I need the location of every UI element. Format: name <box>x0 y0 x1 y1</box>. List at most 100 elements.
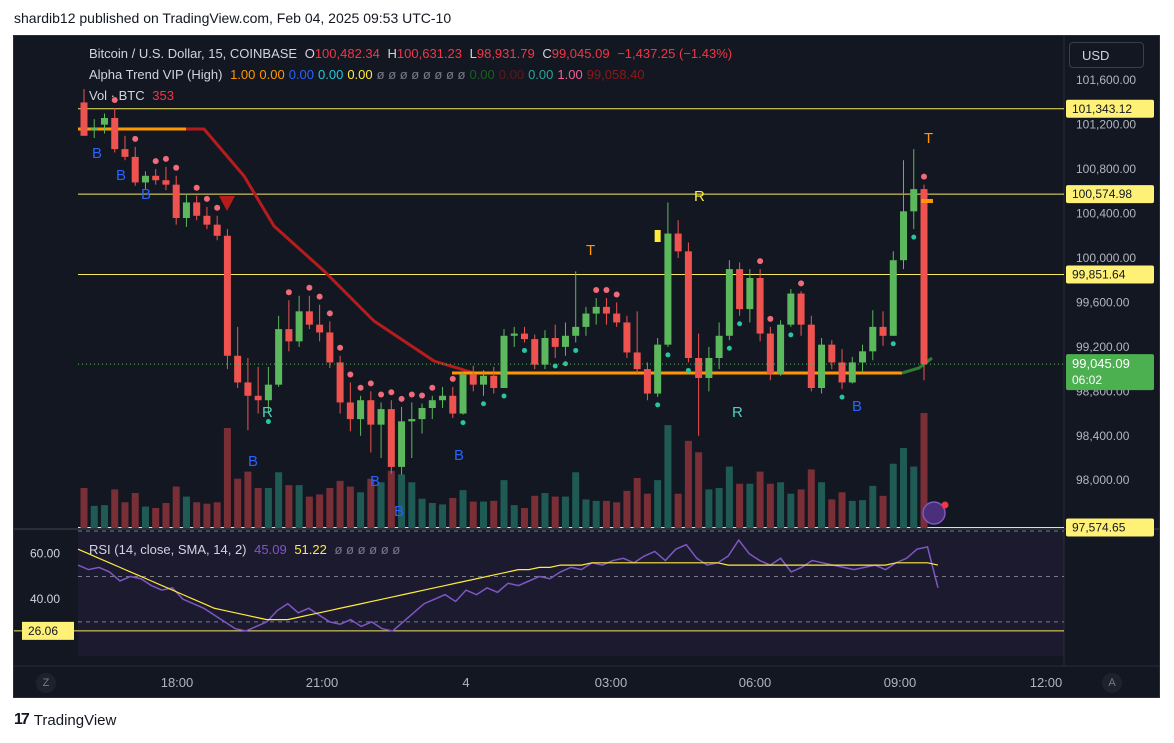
volume-bar <box>725 466 733 528</box>
volume-bar <box>377 482 385 528</box>
candle-body <box>520 333 528 340</box>
volume-bar <box>90 505 98 528</box>
legend-volume-row: Vol · BTC 353 <box>89 88 178 103</box>
indicator-value: 0.00 <box>259 67 285 82</box>
candle-body <box>439 395 447 401</box>
candle-body <box>162 180 170 185</box>
sell-signal-dot <box>921 173 927 180</box>
sell-signal-dot <box>367 380 374 387</box>
buy-signal-dot <box>655 402 661 408</box>
volume-bar <box>346 486 354 528</box>
rsi-value: 45.09 <box>254 542 287 557</box>
price-axis-label: 99,600.00 <box>1076 295 1130 309</box>
candle-body <box>684 251 692 358</box>
indicator-value: ø ø ø ø ø ø ø ø <box>376 67 466 82</box>
volume-bar <box>889 463 897 528</box>
sell-signal-dot <box>162 155 169 162</box>
candle-body <box>80 102 88 136</box>
rsi-level-label: 26.06 <box>28 624 58 638</box>
volume-bar <box>848 500 856 528</box>
volume-bar <box>295 485 303 528</box>
volume-bar <box>336 480 344 528</box>
log-scale-toggle[interactable]: Z <box>36 673 56 693</box>
indicator-value: 1.00 <box>557 67 583 82</box>
buy-signal-dot <box>911 234 917 240</box>
volume-bar <box>531 495 539 528</box>
indicator-value: 99,058.40 <box>586 67 645 82</box>
volume-bar <box>418 498 426 528</box>
rsi-tail: ø ø ø ø ø ø <box>334 542 401 557</box>
chart-canvas[interactable]: 101,600.00 101,200.00 100,800.00 100,400.00… <box>14 36 1160 698</box>
volume-bar <box>172 486 180 528</box>
volume-bar <box>900 448 908 528</box>
volume-bar <box>582 499 590 528</box>
candle-body <box>623 322 631 353</box>
buy-signal-dot <box>521 347 527 353</box>
auto-scale-label: A <box>1108 677 1116 689</box>
price-axis-label: 98,000.00 <box>1076 473 1130 487</box>
candle-body <box>193 202 201 216</box>
candle-body <box>223 235 231 356</box>
rsi-axis-label: 60.00 <box>30 547 60 561</box>
candle-body <box>715 335 723 358</box>
volume-bar <box>797 489 805 528</box>
sell-signal-dot <box>347 371 354 378</box>
sell-signal-dot <box>449 375 456 382</box>
candle-body <box>910 189 918 212</box>
sell-signal-dot <box>757 258 764 265</box>
indicator-value: 0.00 <box>347 67 373 82</box>
candle-body <box>725 269 733 336</box>
signal-letter: B <box>141 186 151 203</box>
legend-close-label: C <box>542 46 552 61</box>
rsi-line <box>77 538 939 632</box>
price-axis-label: 98,400.00 <box>1076 429 1130 443</box>
rsi-ma-line <box>77 548 939 621</box>
volume-bar <box>777 482 785 528</box>
level-price-label: 100,574.98 <box>1072 187 1132 201</box>
level-price-tag <box>1066 518 1154 537</box>
candle-body <box>848 362 856 383</box>
buy-signal-dot <box>481 401 487 407</box>
chart-frame[interactable]: 101,600.00 101,200.00 100,800.00 100,400.00… <box>13 35 1160 698</box>
candle-body <box>787 293 795 325</box>
candle-body <box>889 260 897 336</box>
candle-body <box>602 306 610 314</box>
signal-letter: R <box>694 188 705 205</box>
volume-bar <box>910 466 918 528</box>
candle-body <box>377 409 385 425</box>
sell-signal-dot <box>419 392 426 399</box>
volume-bar <box>121 502 129 528</box>
candle-body <box>357 400 365 420</box>
tradingview-logo[interactable]: 17 TradingView <box>14 711 116 729</box>
candle-body <box>613 313 621 323</box>
volume-bar <box>541 493 549 528</box>
candle-body <box>326 332 334 363</box>
candle-body <box>398 421 406 467</box>
volume-bar <box>244 471 252 528</box>
volume-bar <box>551 496 559 528</box>
candle-body <box>541 338 549 365</box>
volume-bar <box>633 478 641 528</box>
auto-scale-toggle[interactable]: A <box>1102 673 1122 693</box>
signal-letter: R <box>262 404 273 421</box>
sell-signal-dot <box>132 135 139 142</box>
candle-body <box>500 335 508 388</box>
rsi-axis-label: 40.00 <box>30 592 60 606</box>
currency-button[interactable]: USD <box>1069 42 1144 68</box>
volume-bar <box>162 503 170 528</box>
sell-signal-dot <box>603 287 610 293</box>
sell-signal-dot <box>798 280 805 287</box>
candle-body <box>367 400 375 425</box>
buy-signal-dot <box>562 361 568 367</box>
candle-body <box>633 352 641 370</box>
indicator-value: 0.00 <box>469 67 495 82</box>
buy-signal-dot <box>726 345 732 351</box>
signal-letter: B <box>394 503 404 520</box>
time-axis-label: 18:00 <box>161 675 194 690</box>
volume-bar <box>469 501 477 528</box>
price-axis-label: 101,200.00 <box>1076 118 1136 132</box>
time-axis-label: 21:00 <box>306 675 339 690</box>
candle-body <box>131 156 139 183</box>
volume-bar <box>152 508 160 528</box>
sell-signal-dot <box>398 395 405 402</box>
